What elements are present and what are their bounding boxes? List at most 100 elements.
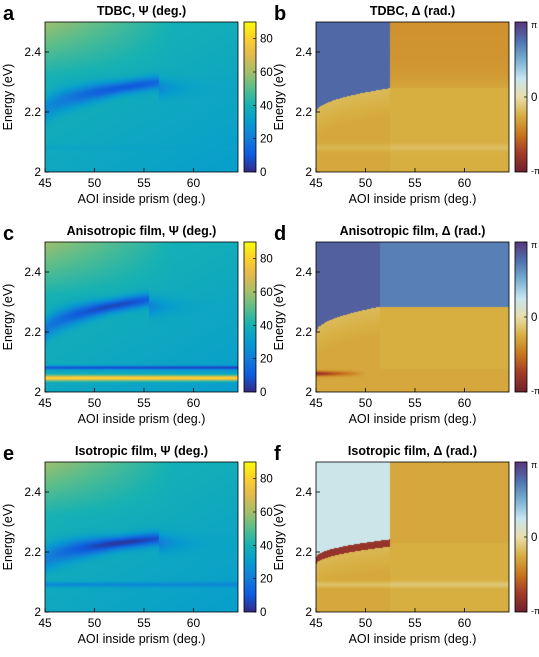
panel-d — [315, 241, 528, 393]
y-tick-label: 2.2 — [295, 105, 312, 119]
y-tick-label: 2.4 — [295, 45, 312, 59]
y-tick-label: 2.2 — [24, 325, 41, 339]
y-tick-label: 2.4 — [24, 265, 41, 279]
panel-title: TDBC, Ψ (deg.) — [97, 4, 186, 18]
colorbar-tick-label: 0 — [260, 387, 266, 399]
x-tick-label: 50 — [88, 176, 102, 190]
panel-a — [44, 21, 257, 173]
colorbar-tick-label: -π — [531, 166, 539, 176]
colorbar-tick-label: 0 — [260, 607, 266, 619]
plot-frame — [315, 21, 510, 173]
x-tick-label: 45 — [309, 176, 323, 190]
colorbar — [515, 242, 527, 392]
colorbar-tick-label: π — [531, 240, 537, 250]
x-axis-label: AOI inside prism (deg.) — [78, 192, 206, 206]
y-axis-label: Energy (eV) — [272, 284, 286, 351]
colorbar-tick-label: -π — [531, 386, 539, 396]
panel-letter: d — [274, 223, 286, 245]
y-tick-label: 2.2 — [24, 105, 41, 119]
colorbar-tick-label: 80 — [260, 474, 273, 486]
colorbar-tick-label: 0 — [531, 312, 537, 324]
x-tick-label: 50 — [359, 176, 373, 190]
colorbar — [244, 242, 256, 392]
colorbar-tick-label: 0 — [531, 92, 537, 104]
colorbar-tick-label: 60 — [260, 67, 273, 79]
y-axis-label: Energy (eV) — [1, 284, 15, 351]
plot-frame — [315, 461, 510, 613]
panel-title: Anisotropic film, Δ (rad.) — [340, 224, 486, 238]
x-tick-label: 45 — [38, 176, 52, 190]
x-tick-label: 55 — [137, 176, 151, 190]
heatmap-d — [316, 242, 509, 392]
x-tick-label: 50 — [359, 396, 373, 410]
colorbar — [515, 462, 527, 612]
panel-f — [315, 461, 528, 613]
x-axis-label: AOI inside prism (deg.) — [78, 632, 206, 646]
panel-letter: b — [274, 3, 286, 25]
panel-title: Isotropic film, Ψ (deg.) — [75, 444, 208, 458]
y-axis-label: Energy (eV) — [1, 504, 15, 571]
colorbar-tick-label: 20 — [260, 134, 273, 146]
x-axis-label: AOI inside prism (deg.) — [78, 412, 206, 426]
colorbar — [244, 462, 256, 612]
colorbar-tick-label: 40 — [260, 540, 273, 552]
y-tick-label: 2.2 — [295, 325, 312, 339]
x-tick-label: 45 — [38, 396, 52, 410]
panel-letter: f — [274, 443, 281, 465]
y-axis-label: Energy (eV) — [272, 504, 286, 571]
colorbar — [515, 22, 527, 172]
x-tick-label: 60 — [458, 396, 472, 410]
panel-e — [44, 461, 257, 613]
heatmap-e — [45, 462, 238, 612]
colorbar-tick-label: 80 — [260, 34, 273, 46]
panel-letter: e — [3, 443, 14, 465]
colorbar — [244, 22, 256, 172]
colorbar-tick-label: 0 — [260, 167, 266, 179]
plot-frame — [44, 461, 239, 613]
x-tick-label: 45 — [309, 616, 323, 630]
y-axis-label: Energy (eV) — [1, 64, 15, 131]
y-tick-label: 2 — [305, 165, 312, 179]
panel-title: TDBC, Δ (rad.) — [370, 4, 455, 18]
x-tick-label: 55 — [408, 176, 422, 190]
x-tick-label: 60 — [187, 176, 201, 190]
colorbar-tick-label: 40 — [260, 320, 273, 332]
colorbar-tick-label: π — [531, 20, 537, 30]
x-tick-label: 60 — [187, 396, 201, 410]
x-tick-label: 50 — [88, 396, 102, 410]
colorbar-tick-label: 60 — [260, 507, 273, 519]
panel-b — [315, 21, 528, 173]
x-tick-label: 55 — [408, 396, 422, 410]
colorbar-frame — [243, 241, 257, 393]
x-tick-label: 60 — [458, 616, 472, 630]
colorbar-tick-label: 20 — [260, 574, 273, 586]
colorbar-tick-label: 0 — [531, 532, 537, 544]
heatmap-c — [45, 242, 238, 392]
y-tick-label: 2 — [34, 605, 41, 619]
x-axis-label: AOI inside prism (deg.) — [349, 412, 477, 426]
x-tick-label: 50 — [359, 616, 373, 630]
y-tick-label: 2.4 — [295, 485, 312, 499]
y-tick-label: 2.2 — [295, 545, 312, 559]
y-tick-label: 2 — [305, 605, 312, 619]
y-tick-label: 2.4 — [24, 45, 41, 59]
heatmap-b — [316, 22, 509, 172]
colorbar-tick-label: 80 — [260, 254, 273, 266]
panel-title: Anisotropic film, Ψ (deg.) — [67, 224, 217, 238]
colorbar-tick-label: π — [531, 460, 537, 470]
x-tick-label: 45 — [38, 616, 52, 630]
y-tick-label: 2 — [305, 385, 312, 399]
heatmap-f — [316, 462, 509, 612]
y-tick-label: 2 — [34, 165, 41, 179]
heatmap-a — [45, 22, 238, 172]
x-tick-label: 50 — [88, 616, 102, 630]
x-tick-label: 55 — [137, 616, 151, 630]
y-tick-label: 2.2 — [24, 545, 41, 559]
plot-frame — [44, 241, 239, 393]
panel-letter: c — [3, 223, 14, 245]
colorbar-frame — [243, 21, 257, 173]
colorbar-tick-label: -π — [531, 606, 539, 616]
x-tick-label: 60 — [458, 176, 472, 190]
x-tick-label: 55 — [408, 616, 422, 630]
